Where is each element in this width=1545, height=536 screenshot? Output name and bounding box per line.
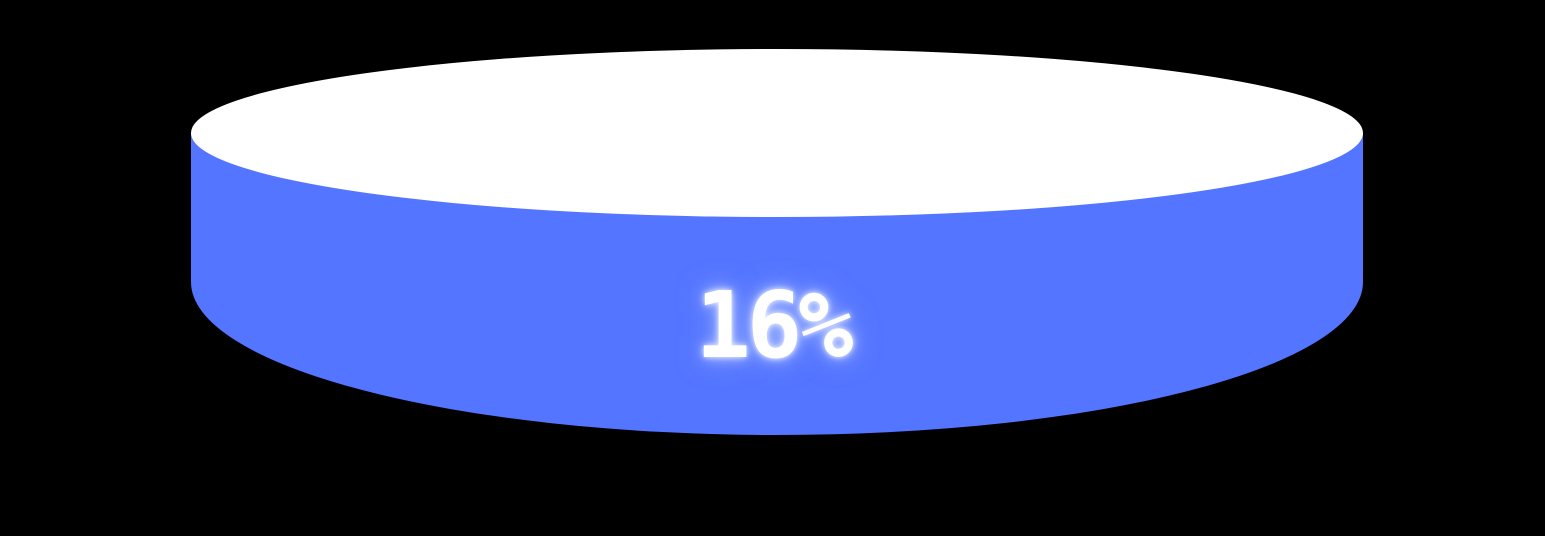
cylinder-top-ellipse <box>191 49 1363 217</box>
progress-percent-label: 16% <box>695 272 853 379</box>
